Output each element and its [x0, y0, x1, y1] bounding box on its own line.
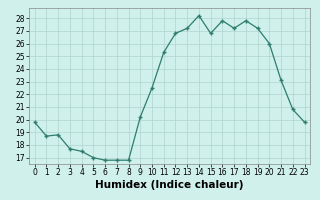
X-axis label: Humidex (Indice chaleur): Humidex (Indice chaleur) [95, 180, 244, 190]
